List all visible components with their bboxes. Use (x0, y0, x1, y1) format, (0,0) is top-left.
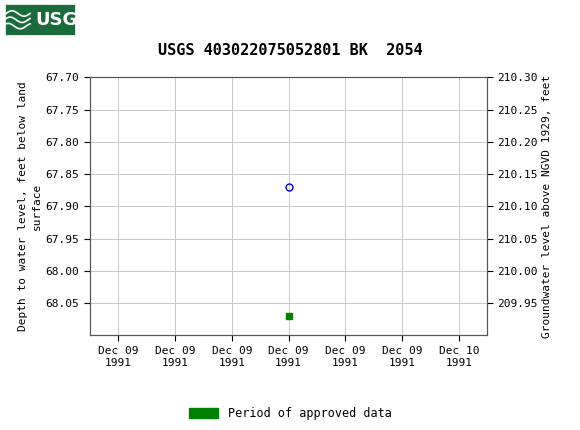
FancyBboxPatch shape (5, 3, 75, 35)
Y-axis label: Depth to water level, feet below land
surface: Depth to water level, feet below land su… (19, 82, 42, 331)
Y-axis label: Groundwater level above NGVD 1929, feet: Groundwater level above NGVD 1929, feet (542, 75, 552, 338)
Legend: Period of approved data: Period of approved data (188, 407, 392, 420)
Text: USGS 403022075052801 BK  2054: USGS 403022075052801 BK 2054 (158, 43, 422, 58)
Text: USGS: USGS (35, 11, 90, 29)
